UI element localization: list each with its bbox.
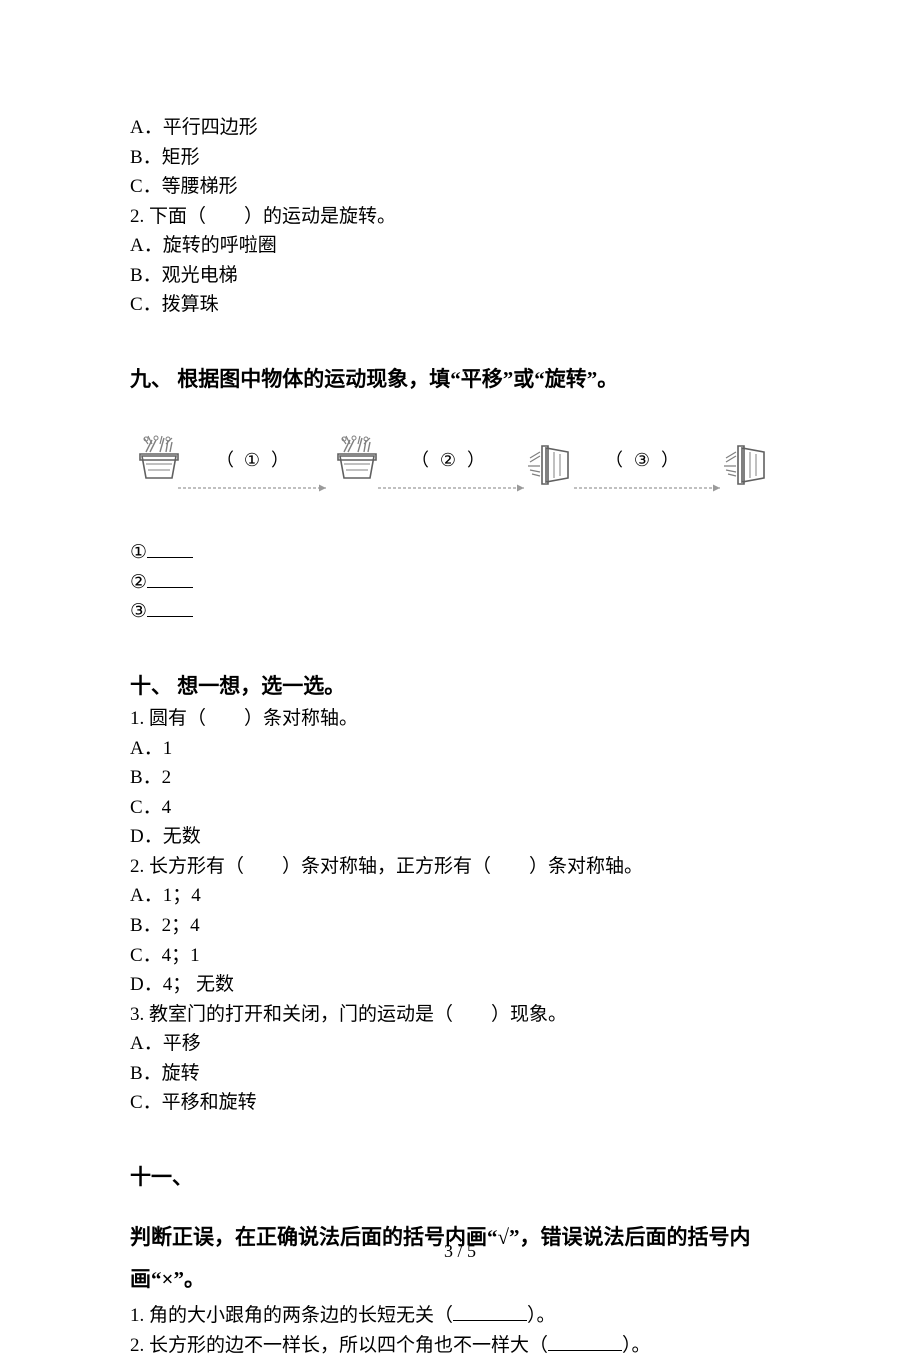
q9-blank-2-field[interactable] xyxy=(147,569,193,588)
q10-heading: 十、 想一想，选一选。 xyxy=(130,670,790,704)
q11-1-post: ）。 xyxy=(527,1305,556,1326)
q11-heading-a: 十一、 xyxy=(130,1161,790,1195)
q8-2-stem: 2. 下面（ ）的运动是旋转。 xyxy=(130,203,790,231)
q10-2-option-a: A．1；4 xyxy=(130,882,790,910)
q8-2-option-c: C．拨算珠 xyxy=(130,291,790,319)
pot-1-icon xyxy=(140,436,178,478)
q10-3-option-c: C．平移和旋转 xyxy=(130,1089,790,1117)
q9-blank-1: ① xyxy=(130,539,790,567)
svg-text:）: ） xyxy=(661,450,679,470)
q9-figure-svg: （ ① ） （ ② ） （ ③ ） xyxy=(130,424,790,516)
q11-1: 1. 角的大小跟角的两条边的长短无关（ ）。 xyxy=(130,1302,790,1330)
q9-blank-3: ③ xyxy=(130,598,790,626)
q11-2-pre: 2. 长方形的边不一样长，所以四个角也不一样大（ xyxy=(130,1335,548,1356)
q11-2: 2. 长方形的边不一样长，所以四个角也不一样大（ ）。 xyxy=(130,1332,790,1360)
q10-2-option-d: D．4； 无数 xyxy=(130,971,790,999)
q11-2-post: ）。 xyxy=(622,1335,651,1356)
svg-text:②: ② xyxy=(440,450,456,470)
svg-text:①: ① xyxy=(244,450,260,470)
q11-2-blank[interactable] xyxy=(548,1332,622,1351)
page-footer: 3 / 5 xyxy=(0,1241,920,1262)
pot-2-icon xyxy=(338,436,376,478)
q10-1-option-d: D．无数 xyxy=(130,823,790,851)
q9-blank-1-field[interactable] xyxy=(147,539,193,558)
svg-text:（: （ xyxy=(411,450,429,470)
svg-text:）: ） xyxy=(271,450,289,470)
q8-2-option-a: A．旋转的呼啦圈 xyxy=(130,232,790,260)
q9-blank-3-label: ③ xyxy=(130,601,147,622)
q8-1-option-a: A．平行四边形 xyxy=(130,114,790,142)
q10-3-stem: 3. 教室门的打开和关闭，门的运动是（ ）现象。 xyxy=(130,1001,790,1029)
q10-2-option-c: C．4；1 xyxy=(130,942,790,970)
q9-figure: （ ① ） （ ② ） （ ③ ） xyxy=(130,424,790,525)
q9-blank-1-label: ① xyxy=(130,542,147,563)
q9-blank-2: ② xyxy=(130,569,790,597)
q8-2-option-b: B．观光电梯 xyxy=(130,262,790,290)
pot-3-icon xyxy=(528,446,568,484)
q10-3-option-a: A．平移 xyxy=(130,1030,790,1058)
q10-3-option-b: B．旋转 xyxy=(130,1060,790,1088)
pot-4-icon xyxy=(724,446,764,484)
q9-blank-2-label: ② xyxy=(130,572,147,593)
svg-text:③: ③ xyxy=(634,450,650,470)
q8-1-option-c: C．等腰梯形 xyxy=(130,173,790,201)
svg-text:）: ） xyxy=(467,450,485,470)
q10-1-option-b: B．2 xyxy=(130,764,790,792)
q9-blank-3-field[interactable] xyxy=(147,598,193,617)
q10-1-option-c: C．4 xyxy=(130,794,790,822)
q8-1-option-b: B．矩形 xyxy=(130,144,790,172)
q11-1-pre: 1. 角的大小跟角的两条边的长短无关（ xyxy=(130,1305,453,1326)
svg-text:（: （ xyxy=(605,450,623,470)
q11-1-blank[interactable] xyxy=(453,1302,527,1321)
svg-text:（: （ xyxy=(216,450,234,470)
q10-2-option-b: B．2；4 xyxy=(130,912,790,940)
q10-1-stem: 1. 圆有（ ）条对称轴。 xyxy=(130,705,790,733)
q10-1-option-a: A．1 xyxy=(130,735,790,763)
q9-heading: 九、 根据图中物体的运动现象，填“平移”或“旋转”。 xyxy=(130,363,790,397)
q10-2-stem: 2. 长方形有（ ）条对称轴，正方形有（ ）条对称轴。 xyxy=(130,853,790,881)
